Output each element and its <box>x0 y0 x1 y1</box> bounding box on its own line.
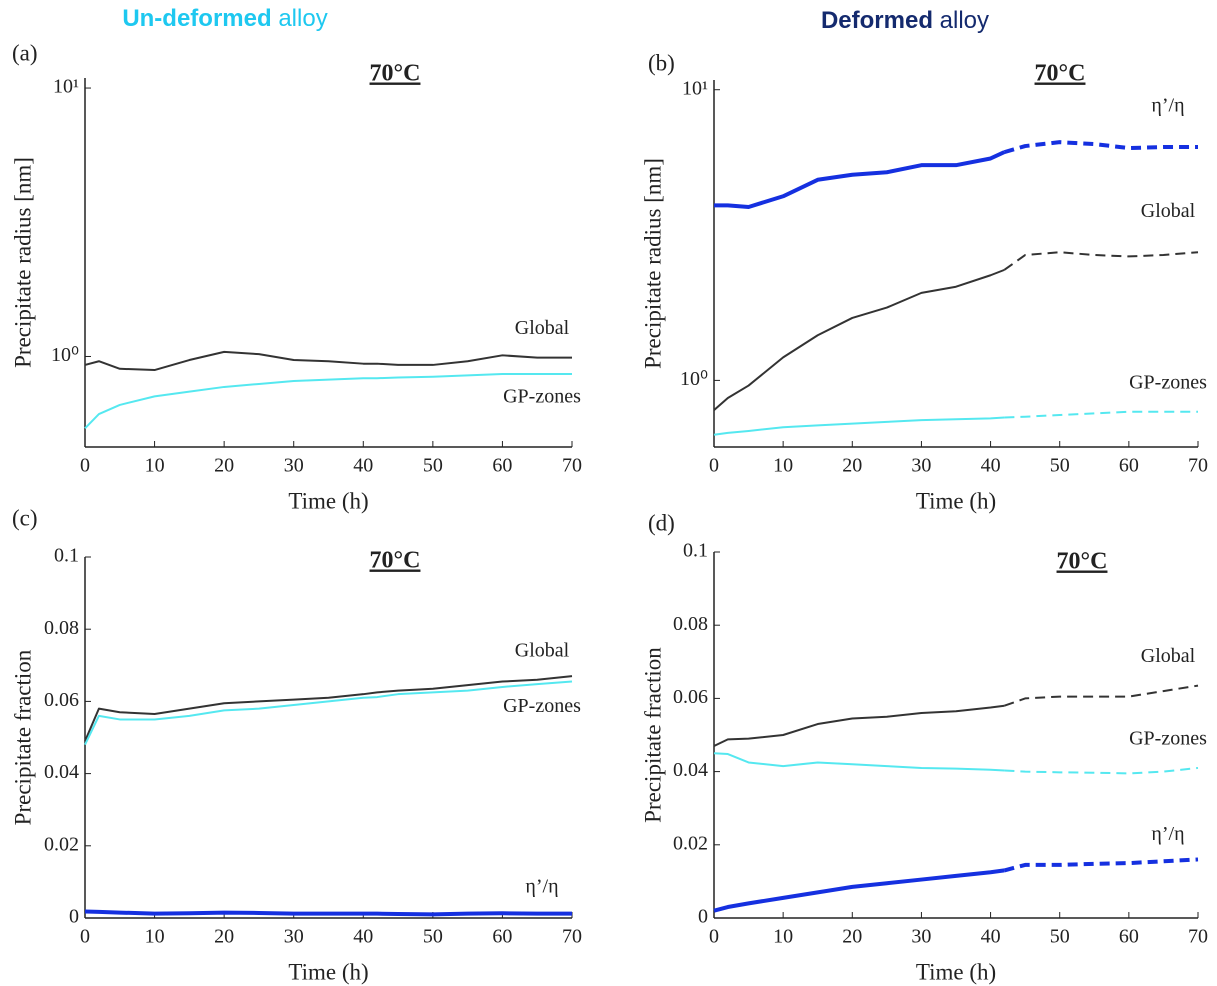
x-tick-label: 60 <box>492 926 512 948</box>
x-tick-label: 30 <box>284 926 304 948</box>
y-axis-label: Precipitate fraction <box>640 647 665 823</box>
y-tick-label: 0.02 <box>44 833 79 855</box>
panel-label: (a) <box>12 40 38 65</box>
series-label: GP-zones <box>1129 728 1207 750</box>
y-axis-label: Precipitate radius [nm] <box>640 158 665 369</box>
x-tick-label: 50 <box>1050 926 1070 948</box>
series-label: GP-zones <box>503 386 581 408</box>
series-line <box>1003 140 1198 155</box>
y-tick-label: 0.04 <box>44 761 79 783</box>
series-line <box>84 373 572 430</box>
x-tick-label: 70 <box>1188 455 1208 477</box>
y-axis-label: Precipitate fraction <box>10 649 35 825</box>
series-line <box>84 350 572 372</box>
y-tick-label: 0.08 <box>44 617 79 639</box>
x-tick-label: 40 <box>353 926 373 948</box>
x-tick-label: 70 <box>562 455 582 477</box>
x-tick-label: 10 <box>145 926 165 948</box>
x-tick-label: 60 <box>492 455 512 477</box>
y-axis-label: Precipitate radius [nm] <box>10 157 35 368</box>
x-tick-label: 0 <box>80 455 90 477</box>
y-tick-label: 0.04 <box>673 759 708 781</box>
chart-title: 70°C <box>370 548 421 574</box>
x-tick-label: 10 <box>773 926 793 948</box>
x-tick-label: 60 <box>1119 926 1139 948</box>
x-tick-label: 20 <box>214 455 234 477</box>
x-axis-label: Time (h) <box>288 959 368 984</box>
x-tick-label: 40 <box>981 926 1001 948</box>
series-label: η’/η <box>525 875 558 897</box>
x-tick-label: 40 <box>353 455 373 477</box>
x-tick-label: 20 <box>214 926 234 948</box>
y-tick-label: 10⁰ <box>680 368 708 390</box>
chart-title: 70°C <box>1057 549 1108 575</box>
column-header: Un-deformed alloy <box>122 5 327 32</box>
y-tick-label: 0.08 <box>673 613 708 635</box>
x-tick-label: 10 <box>145 455 165 477</box>
header-rest: alloy <box>278 5 327 32</box>
y-tick-label: 10¹ <box>682 77 708 99</box>
x-axis-label: Time (h) <box>288 488 368 513</box>
x-tick-label: 40 <box>981 455 1001 477</box>
series-label: Global <box>1141 645 1196 667</box>
x-tick-label: 20 <box>842 455 862 477</box>
panel-label: (c) <box>12 505 38 530</box>
series-line <box>714 150 1006 209</box>
header-emphasis: Un-deformed <box>122 5 271 32</box>
series-label: Global <box>1141 200 1196 222</box>
y-tick-label: 10¹ <box>53 76 79 98</box>
x-tick-label: 0 <box>80 926 90 948</box>
x-tick-label: 30 <box>911 926 931 948</box>
series-label: GP-zones <box>1129 371 1207 393</box>
chart-title: 70°C <box>370 61 421 87</box>
series-line <box>713 868 1005 913</box>
series-line <box>713 704 1005 747</box>
column-header: Deformed alloy <box>821 7 989 34</box>
x-tick-label: 30 <box>284 455 304 477</box>
series-label: Global <box>515 317 570 339</box>
chart-title: 70°C <box>1035 61 1086 87</box>
x-tick-label: 10 <box>773 455 793 477</box>
series-line <box>1003 857 1199 873</box>
x-axis-label: Time (h) <box>916 488 996 513</box>
series-line <box>84 680 573 746</box>
x-tick-label: 0 <box>709 926 719 948</box>
series-line <box>84 675 573 742</box>
series-line <box>713 268 1005 411</box>
header-rest: alloy <box>940 7 989 34</box>
x-tick-label: 60 <box>1119 455 1139 477</box>
series-line <box>1004 410 1198 419</box>
series-line <box>84 909 572 917</box>
y-tick-label: 10⁰ <box>51 344 79 366</box>
series-label: GP-zones <box>503 695 581 717</box>
y-tick-label: 0.1 <box>683 540 708 562</box>
series-line <box>1003 251 1199 271</box>
x-tick-label: 20 <box>842 926 862 948</box>
x-tick-label: 70 <box>562 926 582 948</box>
x-tick-label: 50 <box>423 926 443 948</box>
x-tick-label: 70 <box>1188 926 1208 948</box>
panel-label: (d) <box>648 510 675 535</box>
panel-label: (b) <box>648 50 675 75</box>
x-axis-label: Time (h) <box>916 959 996 984</box>
x-tick-label: 50 <box>1050 455 1070 477</box>
x-tick-label: 50 <box>423 455 443 477</box>
y-tick-label: 0 <box>698 906 708 928</box>
x-tick-label: 0 <box>709 455 719 477</box>
series-label: η’/η <box>1151 823 1184 845</box>
y-tick-label: 0.06 <box>673 686 708 708</box>
y-tick-label: 0.1 <box>54 545 79 567</box>
series-line <box>713 416 1005 436</box>
series-line <box>1004 684 1199 707</box>
series-label: Global <box>515 640 570 662</box>
y-tick-label: 0 <box>69 906 79 928</box>
y-tick-label: 0.02 <box>673 832 708 854</box>
series-line <box>713 752 1005 772</box>
series-line <box>1004 766 1199 775</box>
header-emphasis: Deformed <box>821 7 933 34</box>
series-label: η’/η <box>1151 95 1184 117</box>
y-tick-label: 0.06 <box>44 689 79 711</box>
x-tick-label: 30 <box>911 455 931 477</box>
